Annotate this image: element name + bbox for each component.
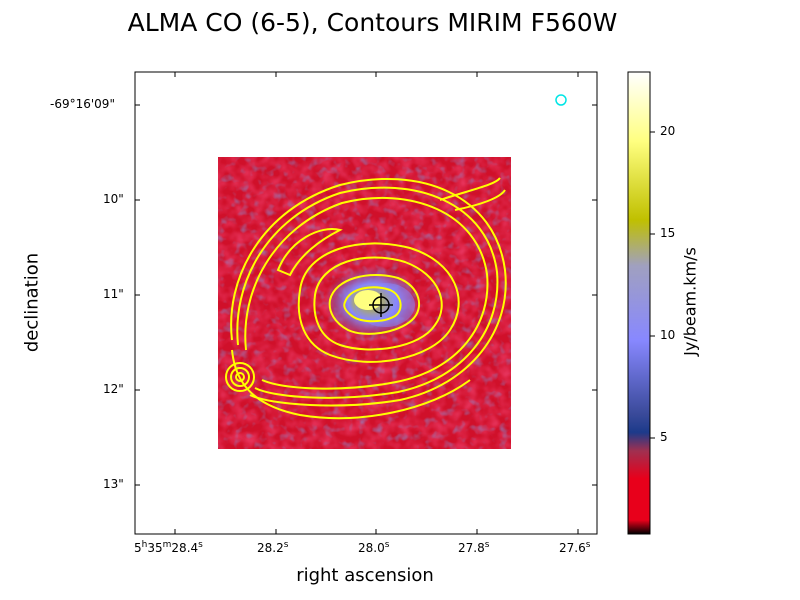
colorbar-tick-label: 15 [660, 226, 676, 240]
colorbar-tick-label: 10 [660, 328, 676, 342]
axis-ticks [135, 72, 597, 534]
y-tick-label: 13" [103, 477, 124, 491]
y-axis-label: declination [21, 252, 43, 353]
y-tick-label: 10" [103, 192, 124, 206]
source-marker [369, 293, 393, 317]
colorbar-tick-label: 20 [660, 124, 676, 138]
y-tick-label: -69°16'09" [50, 97, 115, 111]
y-tick-label: 12" [103, 382, 124, 396]
x-tick-label: 27.8s [458, 540, 490, 555]
colorbar-label: Jy/beam.km/s [680, 247, 700, 356]
x-tick-label: 28.0s [358, 540, 390, 555]
beam-circle [555, 94, 567, 106]
x-tick-label: 28.2s [257, 540, 289, 555]
colorbar-tick-label: 5 [660, 430, 668, 444]
x-tick-label: 5h35m28.4s [134, 540, 203, 555]
y-tick-label: 11" [103, 287, 124, 301]
chart-title: ALMA CO (6-5), Contours MIRIM F560W [127, 8, 618, 37]
colorbar-ticks [650, 131, 655, 439]
colorbar [627, 71, 651, 535]
x-tick-label: 27.6s [559, 540, 591, 555]
contour-lines [225, 177, 507, 420]
x-axis-label: right ascension [296, 565, 434, 586]
